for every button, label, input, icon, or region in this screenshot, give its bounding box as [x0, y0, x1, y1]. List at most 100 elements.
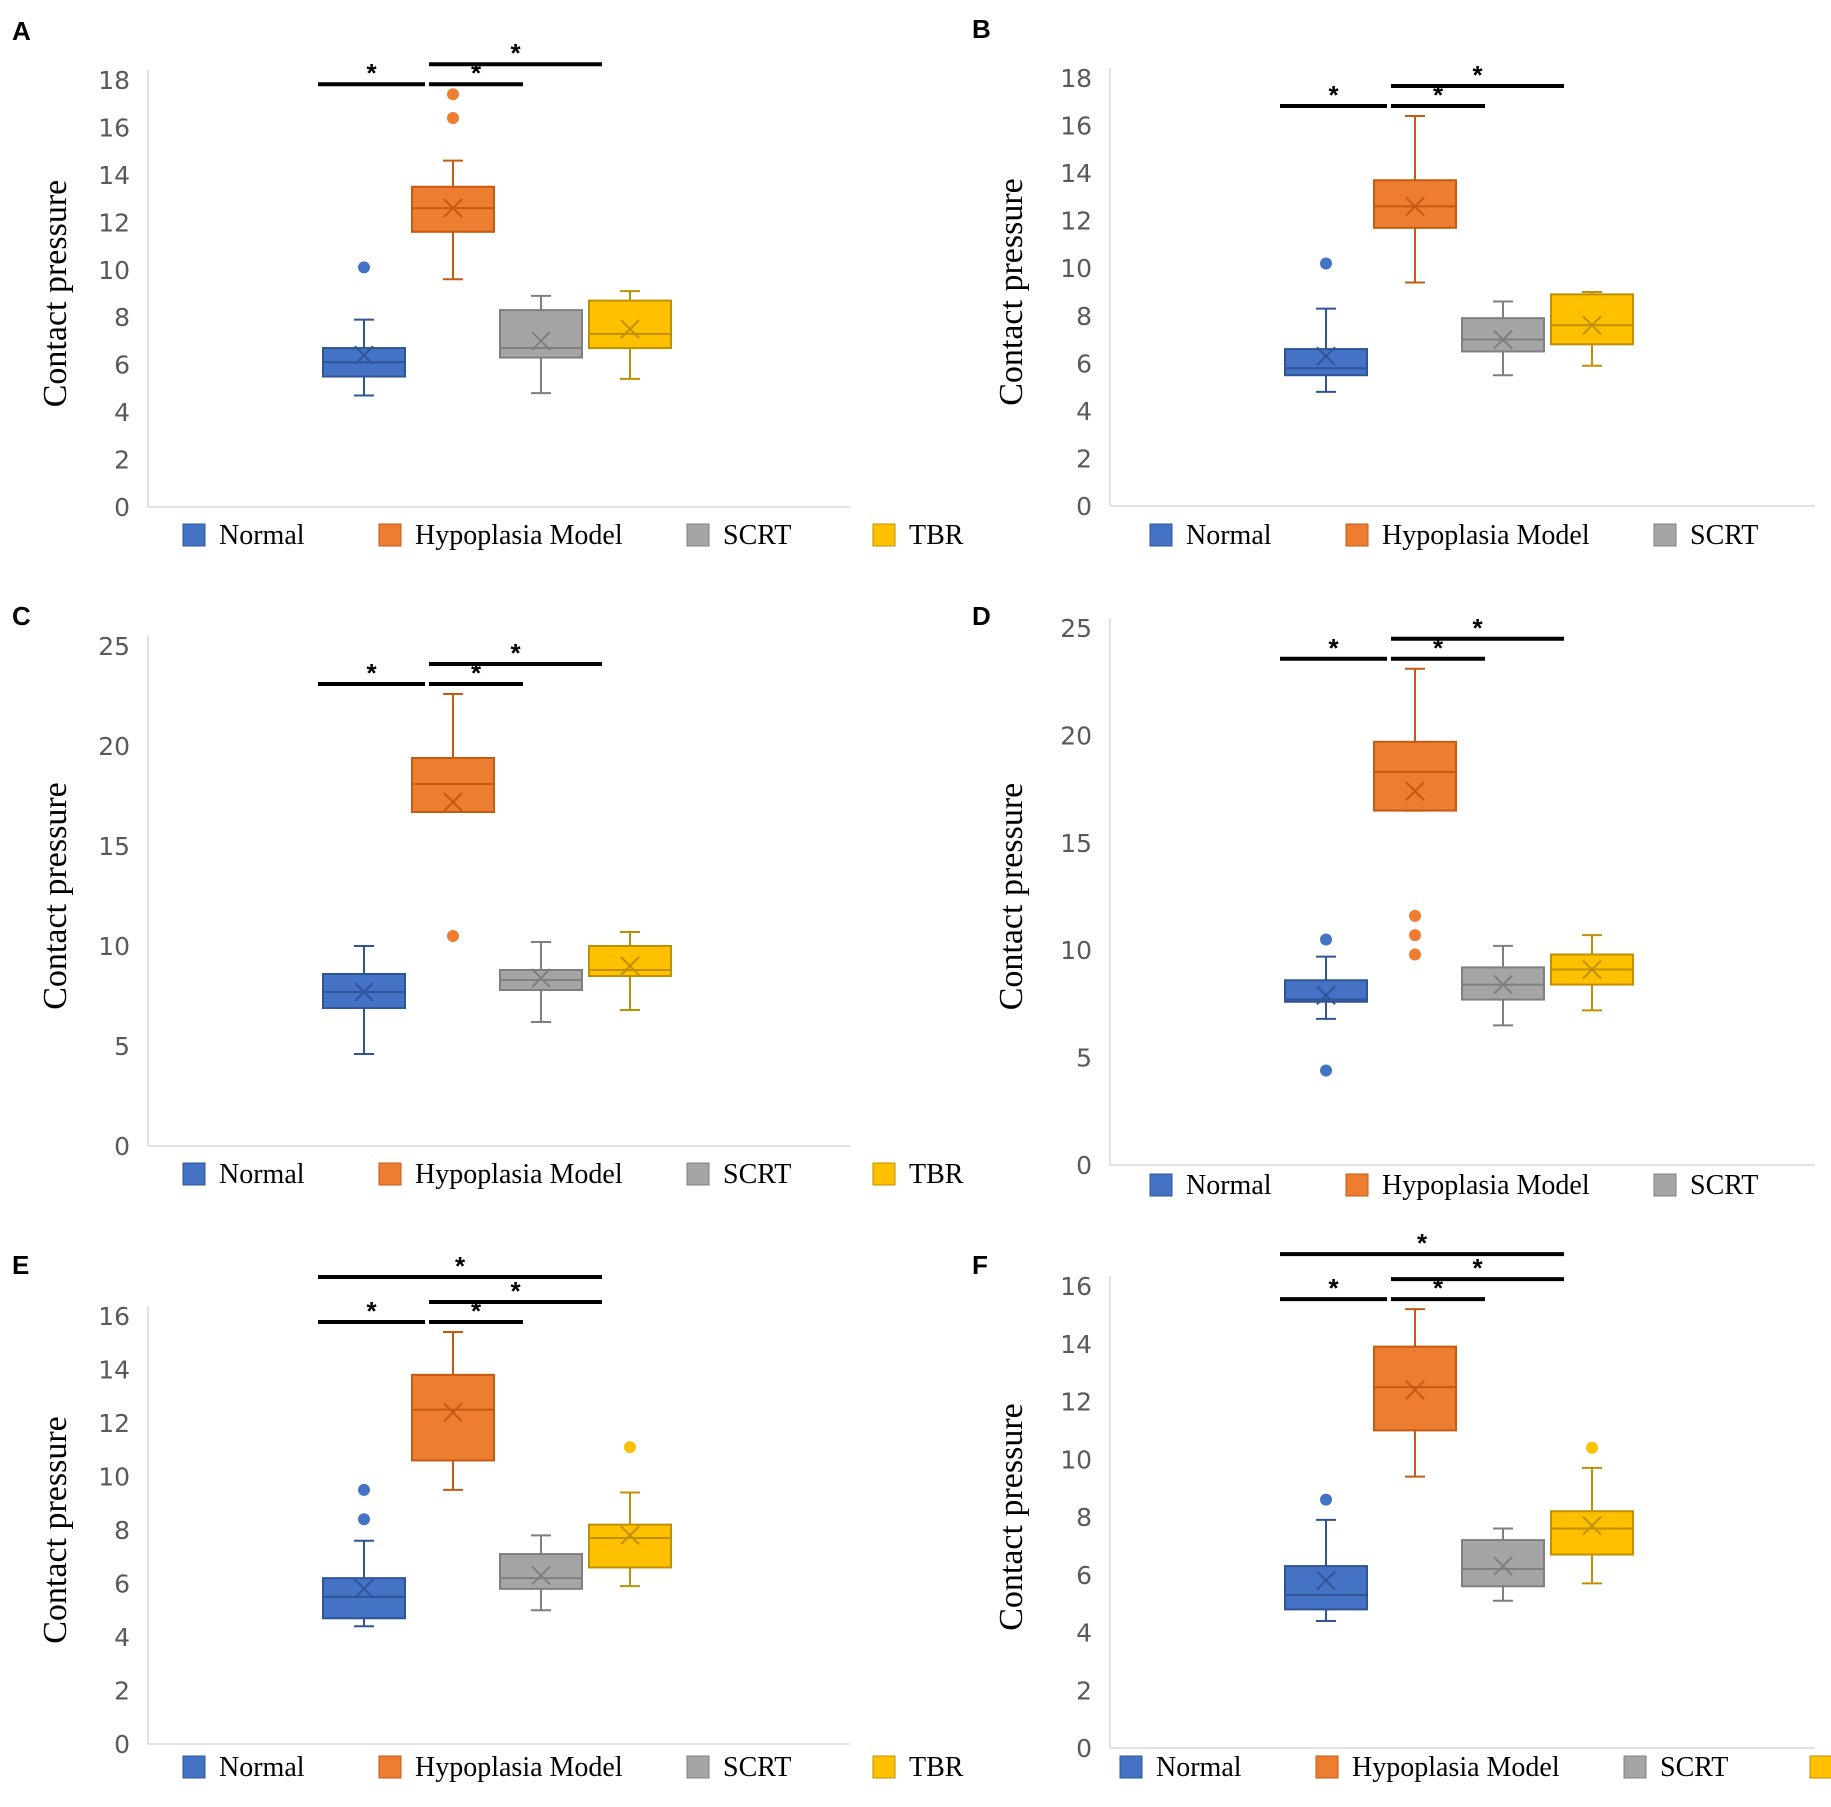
- legend-swatch: [686, 1162, 710, 1186]
- significance-star: *: [366, 1296, 377, 1326]
- y-tick-label: 4: [114, 398, 130, 427]
- y-tick-label: 15: [98, 832, 130, 861]
- y-tick-label: 16: [98, 113, 130, 142]
- mean-marker: [443, 792, 463, 812]
- legend-label: TBR: [909, 520, 964, 551]
- box-hypoplasia-model: [411, 1331, 495, 1491]
- legend-swatch: [378, 523, 402, 547]
- legend-label: Hypoplasia Model: [415, 520, 623, 551]
- mean-marker: [1405, 781, 1425, 801]
- iqr-box: [1284, 1565, 1368, 1611]
- mean-marker: [1493, 329, 1513, 350]
- box-normal: [1284, 257, 1368, 393]
- significance-brackets: * ***: [318, 1251, 602, 1326]
- box-tbr: [1550, 1441, 1634, 1585]
- box-tbr: [588, 931, 672, 1011]
- y-tick-label: 8: [114, 1516, 130, 1545]
- box-normal: [322, 261, 406, 397]
- legend-label: Hypoplasia Model: [415, 1159, 623, 1190]
- significance-star: *: [1328, 80, 1339, 110]
- box-normal: [322, 1483, 406, 1628]
- significance-star: *: [366, 658, 377, 688]
- iqr-box: [1373, 179, 1457, 229]
- legend-label: Hypoplasia Model: [415, 1752, 623, 1783]
- legend-swatch: [1809, 1755, 1831, 1779]
- mean-marker: [620, 1525, 640, 1546]
- legend-label: TBR: [909, 1752, 964, 1783]
- mean-marker: [1582, 959, 1602, 980]
- box-tbr: [1550, 291, 1634, 367]
- y-tick-label: 2: [114, 1677, 130, 1706]
- mean-marker: [1316, 985, 1336, 1006]
- y-tick-label: 10: [98, 932, 130, 961]
- iqr-box: [499, 1553, 583, 1590]
- y-tick-label: 2: [1076, 1676, 1092, 1705]
- panel-letter: C: [12, 601, 31, 631]
- y-tick-label: 14: [98, 1356, 130, 1385]
- mean-marker: [354, 982, 374, 1002]
- legend-swatch: [1345, 523, 1369, 547]
- y-tick-label: 6: [114, 351, 130, 380]
- significance-star: *: [1328, 1273, 1339, 1303]
- legend-label: Normal: [1186, 1170, 1272, 1201]
- significance-star: *: [1472, 613, 1483, 643]
- outlier-point: [447, 111, 459, 124]
- legend-swatch: [182, 1162, 206, 1186]
- iqr-box: [411, 1373, 495, 1462]
- box-scrt: [499, 294, 583, 395]
- legend-label: Normal: [219, 1752, 305, 1783]
- y-tick-label: 12: [1060, 1388, 1092, 1417]
- chart-panel-B: B 0 2 4 6 8 10 12 14 16 18 Contact pressure * * * Norma…: [972, 14, 1815, 551]
- outlier-point: [1409, 948, 1421, 961]
- outlier-point: [1320, 1064, 1332, 1077]
- significance-star: *: [1433, 80, 1444, 110]
- y-tick-label: 18: [98, 66, 130, 95]
- significance-star: *: [471, 1296, 482, 1326]
- chart-panel-C: C 0 5 10 15 20 25 Contact pressure * * * Normal Hypo…: [12, 601, 964, 1190]
- y-tick-label: 8: [1076, 1503, 1092, 1532]
- box-hypoplasia-model: [411, 693, 495, 942]
- box-normal: [1284, 1493, 1368, 1622]
- outlier-point: [358, 261, 370, 274]
- significance-brackets: * * *: [1280, 613, 1564, 663]
- y-tick-label: 10: [98, 1463, 130, 1492]
- legend-label: Normal: [219, 520, 305, 551]
- legend-label: SCRT: [723, 1159, 791, 1190]
- outlier-point: [1409, 909, 1421, 922]
- y-tick-label: 10: [1060, 936, 1092, 965]
- panel-letter: A: [12, 16, 31, 46]
- box-scrt: [1461, 300, 1545, 377]
- y-tick-label: 8: [114, 303, 130, 332]
- mean-marker: [1493, 1556, 1513, 1576]
- mean-marker: [620, 319, 640, 339]
- significance-brackets: * ***: [1280, 1228, 1564, 1303]
- significance-star: *: [510, 638, 521, 668]
- y-tick-label: 12: [98, 208, 130, 237]
- y-tick-label: 16: [1060, 112, 1092, 141]
- legend-swatch: [1149, 523, 1173, 547]
- iqr-box: [499, 309, 583, 359]
- y-tick-label: 10: [98, 256, 130, 285]
- y-tick-label: 0: [1076, 492, 1092, 521]
- significance-star: *: [1472, 1253, 1483, 1283]
- significance-star: *: [471, 58, 482, 88]
- iqr-box: [1373, 1345, 1457, 1432]
- iqr-box: [1461, 966, 1545, 1001]
- mean-marker: [531, 968, 551, 988]
- box-normal: [322, 945, 406, 1055]
- mean-marker: [620, 956, 640, 976]
- iqr-box: [1550, 293, 1634, 346]
- box-scrt: [499, 1534, 583, 1612]
- legend-label: Normal: [1186, 520, 1272, 551]
- mean-marker: [354, 345, 374, 365]
- legend-swatch: [686, 523, 710, 547]
- outlier-point: [358, 1513, 370, 1526]
- box-hypoplasia-model: [1373, 667, 1457, 961]
- y-tick-label: 25: [98, 632, 130, 661]
- y-tick-label: 6: [1076, 1561, 1092, 1590]
- significance-star: *: [1472, 60, 1483, 90]
- mean-marker: [1582, 1515, 1602, 1536]
